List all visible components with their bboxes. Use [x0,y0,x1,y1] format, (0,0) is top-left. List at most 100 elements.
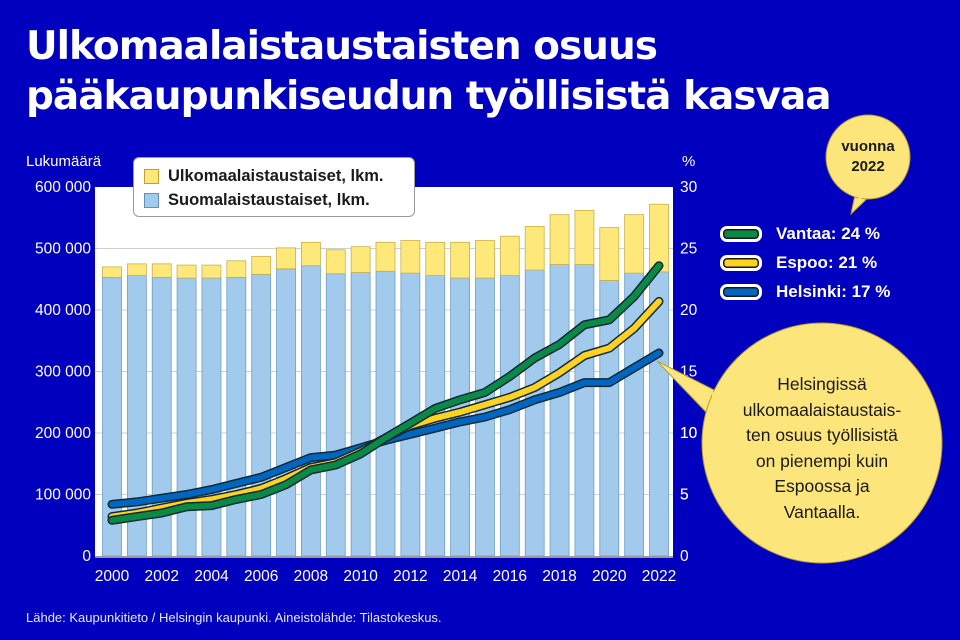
note-line-6: Vantaalla. [783,501,861,522]
bar-finnish [201,277,222,557]
x-tick-label: 2020 [592,568,627,585]
left-tick-label: 500 000 [35,241,91,258]
bar-foreign [350,246,371,273]
x-tick-label: 2014 [443,568,478,585]
legend-label-espoo: Espoo: 21 % [776,252,878,272]
note-bubble-tail-fill [712,388,722,420]
year-bubble-tail-fill [852,188,870,200]
right-tick-label: 5 [680,487,689,504]
bar-legend: Ulkomaalaistaustaiset, lkm. Suomalaistau… [133,157,415,217]
bar-foreign [276,247,296,270]
year-bubble-line-1: vuonna [841,138,895,155]
right-tick-label-overlay: 5 [680,487,689,504]
note-line-3: ten osuus työllisistä [746,425,898,445]
bar-foreign [151,263,172,278]
bar-foreign [450,241,470,279]
x-tick-label: 2016 [493,568,527,585]
note-line-2: ulkomaalaistaustais- [742,399,902,420]
bar-foreign [574,209,595,265]
bar-foreign [251,256,272,275]
bar-foreign [102,266,122,278]
bar-finnish [176,277,197,557]
bar-finnish [350,272,371,557]
bar-foreign [201,264,222,279]
bar-finnish [524,269,545,557]
x-tick-label: 2010 [343,568,378,585]
x-tick-label: 2006 [244,568,278,585]
bar-foreign [226,260,247,278]
legend-item-helsinki: Helsinki: 17 % [720,277,890,306]
bar-foreign [375,241,396,272]
right-tick-label: 20 [680,302,698,319]
right-tick-label: 0 [680,548,689,565]
bar-foreign [549,214,570,265]
year-bubble-line-2: 2022 [851,158,885,175]
left-axis-label: Lukumäärä [26,153,102,170]
right-tick-label: 25 [680,241,697,258]
bar-foreign [176,264,197,279]
bar-foreign [599,227,620,281]
right-tick-label: 30 [680,179,698,196]
bar-finnish [325,273,346,557]
left-tick-label: 100 000 [35,487,91,504]
legend-item-vantaa: Vantaa: 24 % [720,219,890,248]
helsinki-line-icon [720,283,762,300]
bar-foreign [400,240,421,274]
vantaa-line-icon [720,225,762,242]
year-bubble [825,114,911,200]
note-line-5: Espoossa ja [774,476,870,496]
right-axis-label: % [682,153,695,170]
bar-finnish [276,268,296,557]
bar-finnish [251,273,272,557]
note-bubble-text: Helsingissä ulkomaalaistaustais- ten osu… [712,372,932,525]
source-footer: Lähde: Kaupunkitieto / Helsingin kaupunk… [26,610,442,625]
bar-foreign [301,241,321,267]
bar-foreign [524,225,545,271]
line-legend: Vantaa: 24 % Espoo: 21 % Helsinki: 17 % [720,219,890,306]
x-tick-label: 2008 [294,568,328,585]
bar-foreign [126,263,147,276]
x-tick-label: 2018 [542,568,576,585]
title-line-2: pääkaupunkiseudun työllisistä kasvaa [26,74,832,119]
x-tick-label: 2000 [95,568,130,585]
year-bubble-text: vuonna 2022 [830,137,906,177]
note-bubble [701,322,943,564]
line-vantaa [109,262,662,524]
chart-title: Ulkomaalaistaustaisten osuus pääkaupunki… [26,22,832,122]
note-line-4: on pienempi kuin [755,450,889,471]
left-tick-label: 200 000 [35,425,91,442]
note-line-1: Helsingissä [777,374,867,394]
right-tick-label: 10 [680,425,698,442]
legend-item-foreign: Ulkomaalaistaustaiset, lkm. [144,164,404,188]
finnish-swatch-icon [144,192,159,208]
bar-finnish [301,265,321,557]
title-line-1: Ulkomaalaistaustaisten osuus [26,24,658,69]
espoo-line-icon [720,254,762,271]
bar-finnish [549,264,570,557]
bar-foreign [425,241,446,276]
left-tick-label: 600 000 [35,179,91,196]
x-tick-label: 2004 [194,568,229,585]
legend-item-finnish: Suomalaistaustaiset, lkm. [144,188,404,212]
right-tick-label-overlay: 10 [680,425,698,442]
legend-label-finnish: Suomalaistaustaiset, lkm. [168,190,370,209]
legend-label-vantaa: Vantaa: 24 % [776,223,880,243]
legend-label-helsinki: Helsinki: 17 % [776,281,891,301]
bar-finnish [574,264,595,557]
x-tick-label: 2022 [642,568,676,585]
bar-foreign [624,214,645,274]
bar-finnish [375,270,396,557]
left-tick-label: 0 [82,548,91,565]
bar-foreign [475,240,495,279]
foreign-swatch-icon [144,168,159,184]
x-tick-label: 2012 [393,568,427,585]
left-tick-label: 300 000 [35,364,91,381]
bar-finnish [226,277,247,557]
bar-foreign [499,235,520,276]
legend-label-foreign: Ulkomaalaistaustaiset, lkm. [168,166,384,185]
bar-foreign [325,249,346,275]
left-tick-label: 400 000 [35,302,91,319]
x-tick-label: 2002 [144,568,178,585]
legend-item-espoo: Espoo: 21 % [720,248,890,277]
